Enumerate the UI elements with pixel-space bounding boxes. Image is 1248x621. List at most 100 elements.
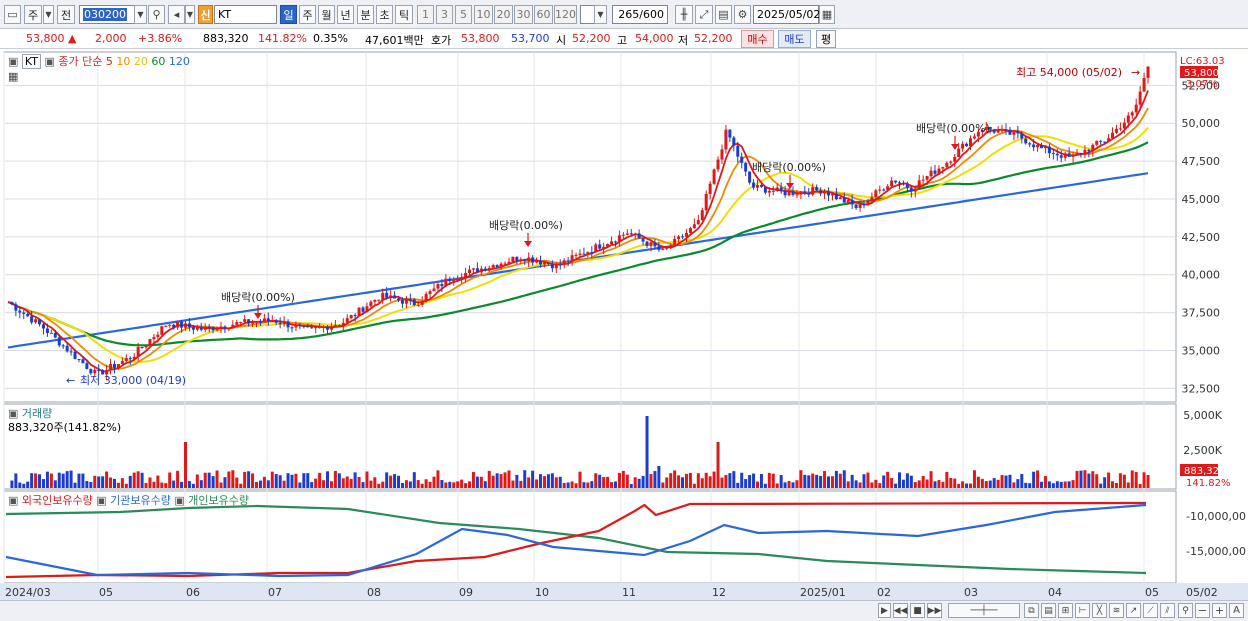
candle-body <box>440 284 444 287</box>
gear-icon[interactable]: ⚙ <box>734 5 751 24</box>
copy-icon[interactable]: ⧉ <box>1024 603 1039 618</box>
channel-tool-icon[interactable]: ⫽ <box>1160 603 1175 618</box>
sell-button[interactable]: 매도 <box>778 30 811 48</box>
chart-type-icon[interactable]: ╫ <box>675 5 693 24</box>
interval-20-button[interactable]: 20 <box>494 5 513 24</box>
candle-body <box>937 168 941 174</box>
candle-body <box>898 182 902 184</box>
table-view-icon[interactable]: ▦ <box>8 70 19 83</box>
interval-1-button[interactable]: 1 <box>417 5 434 24</box>
evaluate-button[interactable]: 평 <box>816 30 836 48</box>
fib-tool-icon[interactable]: ≋ <box>1109 603 1124 618</box>
interval-5-button[interactable]: 5 <box>455 5 472 24</box>
date-field[interactable]: 2025/05/02 <box>753 5 820 24</box>
tab-weekly[interactable]: 주 <box>299 5 316 24</box>
volume-bar <box>866 472 870 488</box>
period-dropdown-icon[interactable]: ▼ <box>43 5 54 24</box>
volume-bar <box>531 470 535 488</box>
candle-body <box>582 253 586 255</box>
volume-bar <box>842 470 846 488</box>
x-tick-label: 04 <box>1048 586 1062 599</box>
volume-bar <box>629 483 633 488</box>
volume-bar <box>961 481 965 488</box>
calendar-icon[interactable]: ▦ <box>819 5 835 24</box>
search-icon[interactable]: ⚲ <box>148 5 165 24</box>
period-toggle-button[interactable]: 주 <box>24 5 42 24</box>
interval-dropdown-icon[interactable]: ▼ <box>594 5 607 24</box>
zoom-out-icon[interactable]: − <box>1195 603 1210 618</box>
interval-120-button[interactable]: 120 <box>554 5 577 24</box>
zoom-in-icon[interactable]: + <box>1212 603 1227 618</box>
legend-square-icon: ▣ <box>44 55 55 68</box>
interval-30-button[interactable]: 30 <box>514 5 533 24</box>
volume-bar <box>846 481 850 488</box>
tab-tick[interactable]: 틱 <box>395 5 413 24</box>
stop-icon[interactable]: ■ <box>910 603 925 618</box>
tab-yearly[interactable]: 년 <box>337 5 354 24</box>
tab-second[interactable]: 초 <box>376 5 393 24</box>
candle-body <box>105 369 109 375</box>
candle-body <box>953 157 957 162</box>
zoom-icon[interactable]: ⚲ <box>1178 603 1193 618</box>
x-tick-label: 05 <box>1145 586 1159 599</box>
zoom-slider[interactable]: ──┼── <box>948 603 1020 618</box>
volume-bar <box>400 483 404 488</box>
interval-10-button[interactable]: 10 <box>474 5 493 24</box>
volume-bar <box>124 483 128 488</box>
volume-bar <box>1043 476 1047 488</box>
candle-body <box>34 319 38 323</box>
volume-bar <box>483 481 487 488</box>
print-icon[interactable]: ▤ <box>1041 603 1056 618</box>
candle-body <box>507 261 511 264</box>
volume-bar <box>783 482 787 488</box>
speaker-dropdown-icon[interactable]: ▼ <box>185 5 195 24</box>
interval-60-button[interactable]: 60 <box>534 5 553 24</box>
candle-body <box>617 235 621 242</box>
candle-body <box>73 351 77 359</box>
volume-bar <box>921 475 925 488</box>
stock-name-field[interactable]: KT <box>214 5 277 24</box>
candle-body <box>176 321 180 328</box>
volume-bar <box>128 475 132 488</box>
candle-body <box>357 307 361 316</box>
scale-icon[interactable]: ⊢ <box>1075 603 1090 618</box>
candle-body <box>570 255 574 262</box>
volume-bar <box>1122 474 1126 488</box>
candle-body <box>645 241 649 247</box>
interval-3-button[interactable]: 3 <box>436 5 453 24</box>
candle-body <box>539 261 543 265</box>
layout-icon[interactable]: ⊞ <box>1058 603 1073 618</box>
scroll-right-icon[interactable]: ▶ <box>878 603 891 618</box>
auto-scale-icon[interactable]: A <box>1229 603 1244 618</box>
line-tool-icon[interactable]: ⟋ <box>1143 603 1158 618</box>
candle-body <box>251 322 255 324</box>
volume-bar <box>227 471 231 488</box>
buy-button[interactable]: 매수 <box>741 30 774 48</box>
legend-foreign: 외국인보유수량 <box>21 494 93 507</box>
count-field[interactable]: 265/600 <box>612 5 668 24</box>
fast-forward-icon[interactable]: ▶▶ <box>927 603 942 618</box>
volume-bar <box>657 466 661 488</box>
tab-daily[interactable]: 일 <box>280 5 297 24</box>
volume-bar <box>1059 481 1063 488</box>
stock-chart[interactable]: 52,500 50,000 47,500 45,000 42,500 40,000 37,5… <box>0 49 1248 621</box>
candle-body <box>65 345 69 352</box>
arrow-tool-icon[interactable]: ↗ <box>1126 603 1141 618</box>
window-menu-icon[interactable]: ▭ <box>4 5 21 24</box>
candle-body <box>586 252 590 255</box>
prev-button[interactable]: 전 <box>57 5 75 24</box>
draw-tool-icon[interactable]: ⤢ <box>695 5 713 24</box>
volume-bar <box>582 482 586 488</box>
rewind-icon[interactable]: ◀◀ <box>893 603 908 618</box>
volume-bar <box>282 480 286 488</box>
legend-ticker[interactable]: KT <box>21 54 41 69</box>
tab-monthly[interactable]: 월 <box>318 5 335 24</box>
trend-tool-icon[interactable]: ╳ <box>1092 603 1107 618</box>
candle-body <box>1126 115 1130 123</box>
tab-minute[interactable]: 분 <box>357 5 374 24</box>
stock-code-input[interactable]: 030200 <box>79 5 135 24</box>
code-dropdown-icon[interactable]: ▼ <box>134 5 147 24</box>
save-icon[interactable]: ▤ <box>715 5 732 24</box>
candle-body <box>136 346 140 357</box>
speaker-icon[interactable]: ◂ <box>168 5 185 24</box>
